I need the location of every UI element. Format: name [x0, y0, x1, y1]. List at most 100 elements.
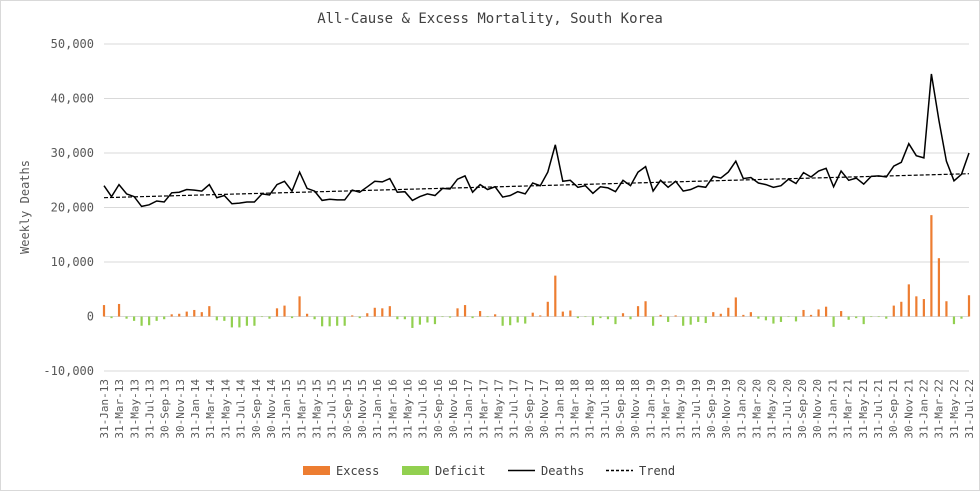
excess-bar — [621, 313, 625, 317]
deficit-bar — [516, 316, 519, 323]
x-tick-label: 31-May-19 — [675, 379, 688, 439]
deficit-bar — [132, 316, 136, 321]
deficit-bar — [832, 316, 835, 327]
legend-swatch-excess — [303, 466, 330, 475]
excess-bar — [117, 303, 121, 317]
excess-bar — [463, 305, 467, 317]
x-tick-label: 30-Sep-13 — [159, 379, 172, 439]
excess-bar — [275, 308, 279, 317]
x-tick-label: 31-Jan-13 — [98, 379, 111, 439]
y-tick-label: 40,000 — [51, 92, 94, 106]
chart-title: All-Cause & Excess Mortality, South Kore… — [317, 11, 663, 27]
x-tick-label: 31-Jul-13 — [144, 379, 157, 439]
deficit-bar — [794, 316, 798, 322]
x-tick-label: 31-Mar-13 — [113, 379, 126, 439]
deficit-bar — [667, 316, 670, 322]
x-tick-label: 30-Sep-15 — [341, 379, 354, 439]
deficit-bar — [343, 316, 346, 326]
excess-bar — [478, 311, 482, 317]
deficit-bar — [148, 316, 151, 326]
excess-bar — [915, 296, 918, 317]
y-tick-label: 0 — [87, 310, 94, 324]
x-tick-label: 31-Jan-22 — [918, 379, 931, 439]
x-tick-label: 30-Nov-21 — [902, 379, 915, 439]
excess-bar — [674, 315, 677, 317]
excess-bar — [170, 314, 173, 317]
x-tick-label: 31-Jan-16 — [371, 379, 384, 439]
x-tick-label: 31-Jul-20 — [781, 379, 794, 439]
x-tick-label: 31-Mar-18 — [568, 379, 581, 439]
deficit-bar — [260, 316, 264, 318]
deficit-bar — [787, 316, 790, 318]
excess-bar — [539, 315, 542, 317]
deficit-bar — [253, 316, 256, 326]
excess-bar — [712, 312, 715, 317]
deficit-bar — [584, 316, 587, 318]
deficit-bar — [651, 316, 655, 326]
grid-lines — [104, 43, 969, 372]
deficit-bar — [358, 316, 361, 319]
x-tick-label: 30-Sep-14 — [250, 379, 263, 439]
lines — [103, 73, 970, 208]
excess-bar — [727, 307, 730, 317]
excess-bar — [824, 306, 828, 317]
excess-bar — [734, 297, 737, 317]
excess-bar — [719, 313, 722, 317]
deficit-bar — [403, 316, 406, 320]
excess-bar — [742, 314, 745, 317]
deficit-bar — [441, 316, 444, 318]
excess-bar — [922, 299, 925, 317]
deaths-line — [103, 73, 970, 208]
x-tick-label: 30-Nov-14 — [265, 379, 278, 439]
deficit-bar — [757, 316, 760, 319]
deficit-bar — [163, 316, 166, 320]
deficit-bar — [336, 316, 339, 326]
excess-bar — [494, 314, 497, 317]
excess-bar — [809, 314, 813, 317]
x-tick-label: 31-Jul-14 — [235, 379, 248, 439]
excess-bar — [546, 301, 549, 317]
y-tick-label: 20,000 — [51, 201, 94, 215]
legend-label-excess: Excess — [336, 464, 379, 478]
x-tick-label: 30-Nov-18 — [629, 379, 642, 439]
excess-bar — [554, 275, 557, 317]
x-tick-label: 31-May-17 — [493, 379, 506, 439]
x-tick-label: 31-Mar-22 — [933, 379, 946, 439]
excess-bar — [749, 312, 752, 317]
deficit-bar — [629, 316, 632, 320]
trend-line — [103, 173, 970, 199]
excess-bar — [283, 305, 286, 317]
deficit-bar — [238, 316, 241, 328]
x-tick-label: 30-Sep-18 — [614, 379, 627, 439]
y-axis-label: Weekly Deaths — [18, 160, 32, 254]
x-tick-label: 30-Sep-17 — [523, 379, 536, 439]
y-tick-labels: -10,000 0 10,000 20,000 30,000 40,000 50,000 — [43, 37, 94, 378]
deficit-bar — [606, 316, 610, 320]
x-tick-label: 30-Nov-19 — [720, 379, 733, 439]
deficit-bar — [682, 316, 685, 326]
x-tick-label: 31-May-18 — [584, 379, 597, 439]
x-tick-label: 31-Mar-21 — [842, 379, 855, 439]
deficit-bar — [576, 316, 579, 319]
x-tick-label: 31-May-16 — [402, 379, 415, 439]
x-tick-label: 31-Jul-18 — [599, 379, 612, 439]
excess-bar — [900, 301, 903, 317]
x-tick-label: 31-Jul-16 — [417, 379, 430, 439]
legend: Excess Deficit Deaths Trend — [303, 464, 675, 478]
x-tick-label: 30-Nov-15 — [356, 379, 369, 439]
deficit-bar — [448, 316, 452, 318]
excess-bar — [102, 305, 106, 317]
excess-bar — [817, 309, 820, 317]
y-tick-label: 50,000 — [51, 37, 94, 51]
x-tick-label: 31-May-14 — [219, 379, 232, 439]
y-tick-label: -10,000 — [43, 364, 94, 378]
x-tick-label: 31-Mar-14 — [204, 379, 217, 439]
deficit-bar — [591, 316, 595, 326]
x-tick-label: 31-Jan-20 — [735, 379, 748, 439]
deficit-bar — [779, 316, 783, 322]
deficit-bar — [110, 316, 113, 319]
deficit-bar — [125, 316, 128, 319]
deficit-bar — [433, 316, 437, 325]
deficit-bar — [396, 316, 399, 320]
x-tick-label: 30-Nov-20 — [811, 379, 824, 439]
